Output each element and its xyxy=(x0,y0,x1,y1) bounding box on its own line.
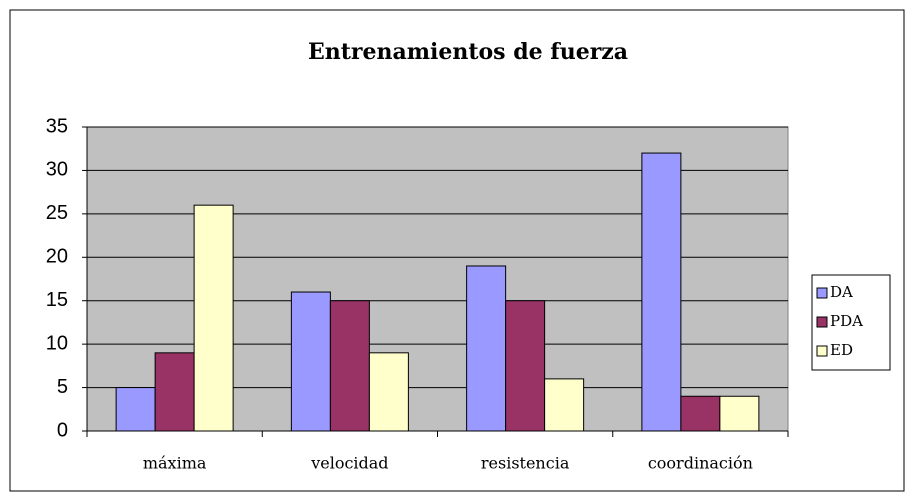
x-tick-label: velocidad xyxy=(310,454,388,473)
y-tick-label: 20 xyxy=(46,246,68,268)
bar xyxy=(719,395,760,432)
legend-label: DA xyxy=(830,283,853,301)
bar xyxy=(154,352,195,432)
bar xyxy=(680,395,721,432)
legend-label: PDA xyxy=(830,312,863,330)
x-tick-label: máxima xyxy=(143,454,207,473)
y-tick-label: 25 xyxy=(46,202,68,224)
legend-swatch xyxy=(816,316,828,328)
bar xyxy=(329,300,370,432)
y-tick-label: 15 xyxy=(46,289,68,311)
bar xyxy=(290,291,331,432)
bar xyxy=(368,352,409,432)
bar xyxy=(544,378,585,432)
bar xyxy=(466,265,507,432)
bar xyxy=(193,204,234,432)
legend-swatch xyxy=(816,287,828,299)
y-tick-label: 30 xyxy=(46,159,68,181)
legend-label: ED xyxy=(830,341,853,359)
y-tick-label: 10 xyxy=(46,332,68,354)
x-tick-label: resistencia xyxy=(481,454,570,473)
x-tick-label: coordinación xyxy=(648,454,753,473)
y-tick-label: 5 xyxy=(57,376,68,398)
y-tick-label: 0 xyxy=(57,419,68,441)
bar xyxy=(505,300,546,432)
y-tick-label: 35 xyxy=(46,115,68,137)
legend-swatch xyxy=(816,345,828,357)
chart-title: Entrenamientos de fuerza xyxy=(308,39,628,65)
bar xyxy=(115,387,156,432)
bar xyxy=(641,152,682,432)
